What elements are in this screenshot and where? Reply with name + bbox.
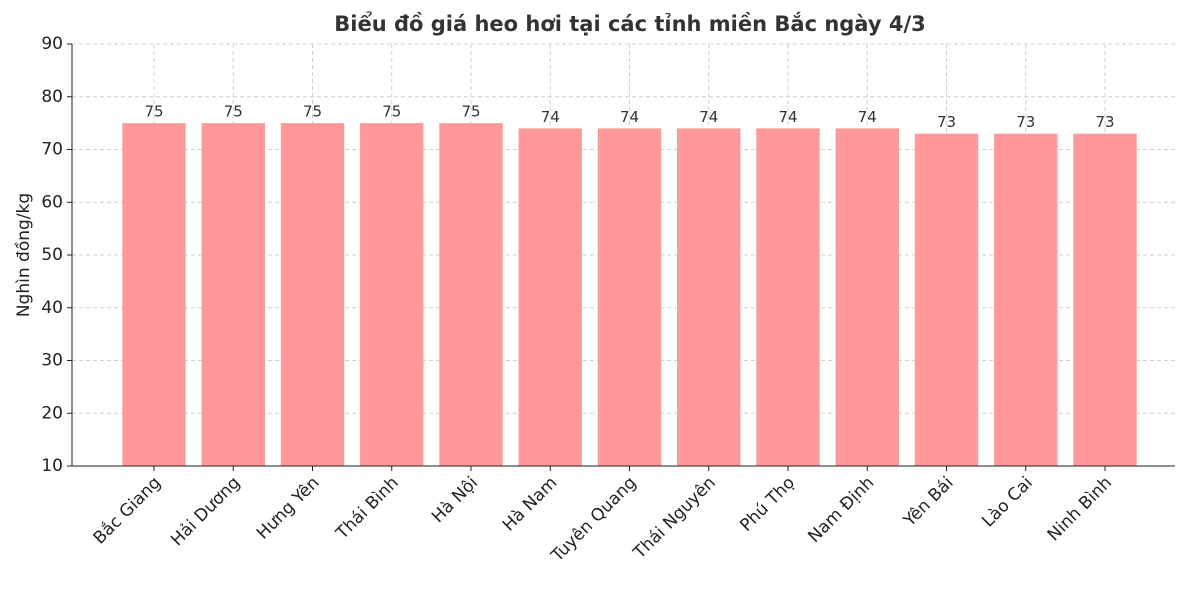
bar — [677, 128, 741, 466]
bar — [756, 128, 820, 466]
x-tick-label: Hà Nam — [499, 473, 561, 535]
value-label: 75 — [144, 103, 163, 121]
value-label: 73 — [1095, 113, 1114, 131]
bar — [914, 133, 979, 467]
bar — [360, 123, 424, 466]
value-label: 74 — [620, 108, 639, 126]
x-tick-label: Yên Bái — [899, 473, 957, 531]
value-label: 74 — [541, 108, 560, 126]
value-label: 74 — [699, 108, 718, 126]
x-tick-label: Nam Định — [804, 473, 878, 547]
bar — [597, 128, 662, 466]
x-tick-label: Phú Thọ — [736, 473, 799, 536]
y-tick-label: 10 — [41, 456, 63, 476]
y-tick-label: 80 — [41, 87, 63, 107]
y-tick-label: 40 — [41, 298, 63, 318]
y-tick-label: 60 — [41, 192, 63, 212]
value-label: 73 — [937, 113, 956, 131]
value-label: 74 — [778, 108, 797, 126]
y-tick-label: 50 — [41, 245, 63, 265]
y-axis-label: Nghìn đồng/kg — [13, 193, 34, 317]
bar — [835, 128, 899, 466]
bar — [201, 123, 265, 466]
y-tick-label: 20 — [41, 403, 63, 423]
value-label: 75 — [382, 103, 401, 121]
bar — [994, 133, 1058, 467]
bar — [439, 123, 503, 466]
chart-title: Biểu đồ giá heo hơi tại các tỉnh miền Bắ… — [334, 11, 925, 36]
x-tick-label: Bắc Giang — [89, 472, 165, 548]
bar — [280, 123, 345, 466]
y-tick-label: 90 — [41, 34, 63, 54]
x-tick-label: Thái Bình — [332, 473, 403, 544]
x-tick-label: Lào Cai — [978, 473, 1036, 531]
x-tick-label: Hà Nội — [428, 473, 482, 527]
value-label: 74 — [858, 108, 877, 126]
x-tick-label: Hưng Yên — [253, 473, 324, 544]
value-label: 75 — [461, 103, 480, 121]
value-label: 75 — [303, 103, 322, 121]
x-tick-label: Thái Nguyên — [629, 473, 720, 564]
bar — [518, 128, 582, 466]
value-label: 75 — [224, 103, 243, 121]
y-tick-label: 70 — [41, 140, 63, 160]
bar — [122, 123, 186, 466]
y-tick-label: 30 — [41, 351, 63, 371]
value-label: 73 — [1016, 113, 1035, 131]
x-tick-label: Hải Dương — [167, 473, 244, 550]
x-tick-label: Ninh Bình — [1044, 473, 1116, 545]
bar — [1073, 133, 1137, 467]
